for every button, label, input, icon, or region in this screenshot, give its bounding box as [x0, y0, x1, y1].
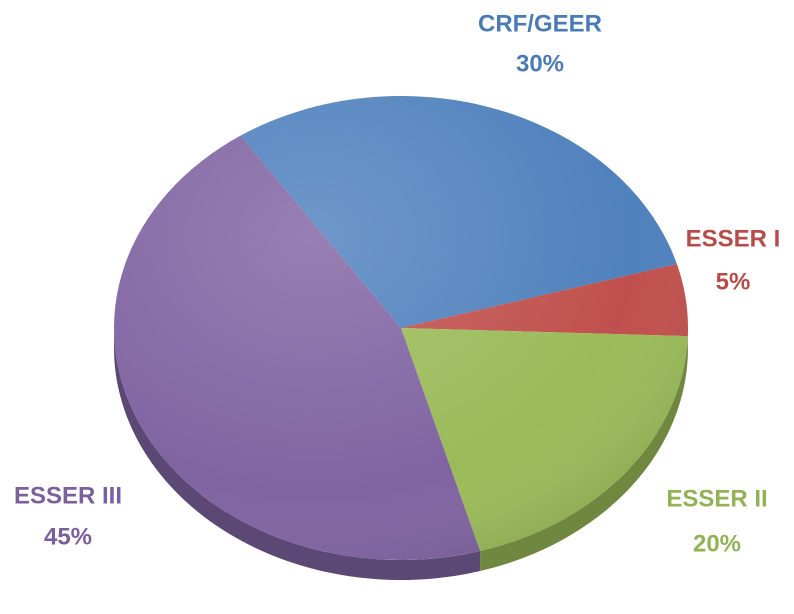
- value-label: 5%: [716, 268, 751, 295]
- category-label: CRF/GEER: [478, 10, 602, 37]
- category-label: ESSER III: [14, 482, 122, 509]
- value-label: 30%: [516, 50, 564, 77]
- value-label: 45%: [44, 523, 92, 550]
- value-label: 20%: [693, 530, 741, 557]
- category-label: ESSER II: [666, 485, 767, 512]
- category-label: ESSER I: [686, 225, 781, 252]
